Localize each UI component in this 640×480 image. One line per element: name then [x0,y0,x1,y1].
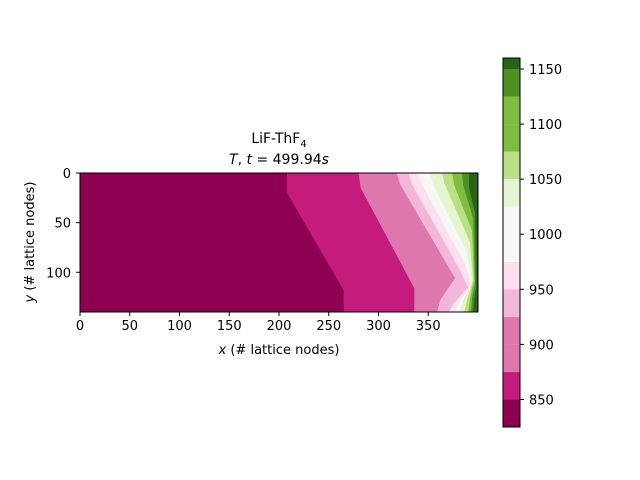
colorbar-tick-label: 1100 [529,118,562,133]
chart-title-line1: LiF-ThF4 [251,131,306,150]
x-tick-label: 150 [217,319,242,334]
x-tick-label: 200 [267,319,292,334]
x-tick-label: 0 [76,319,84,334]
contour-fill-layer [80,173,478,312]
colorbar-segment [503,399,520,427]
colorbar-tick-label: 1150 [529,63,562,78]
colorbar-segment [503,344,520,372]
contour-band-11 [474,173,478,312]
colorbar: 850 900 950 1000 1050 1100 1150 [502,57,562,428]
colorbar-segment [503,261,520,290]
colorbar-segment [503,316,520,345]
x-tick-label: 250 [316,319,341,334]
contour-band-10 [469,173,478,312]
colorbar-segment [503,69,520,97]
chart-title-line2: T, t = 499.94s [229,152,329,168]
y-axis: 0 50 100 [46,167,80,281]
colorbar-tick-label: 850 [529,393,554,408]
colorbar-segment [503,206,520,235]
x-tick-label: 100 [167,319,192,334]
x-axis-label: x (# lattice nodes) [218,343,340,358]
colorbar-segment [503,96,520,125]
colorbar-segment [503,124,520,152]
colorbar-segment [503,151,520,180]
colorbar-segment [503,234,520,262]
colorbar-tick-label: 950 [529,283,554,298]
colorbar-segment [503,289,520,317]
colorbar-tick-label: 1000 [529,228,562,243]
x-tick-label: 300 [366,319,391,334]
colorbar-segment [503,371,520,400]
colorbar-frame [502,57,521,428]
y-tick-label: 0 [63,167,71,182]
colorbar-segment [503,58,520,70]
colorbar-tick-label: 900 [529,338,554,353]
y-tick-label: 50 [54,217,71,232]
x-tick-label: 350 [416,319,441,334]
x-axis: 0 50 100 150 200 250 300 350 [76,312,441,334]
y-tick-label: 100 [46,266,71,281]
colorbar-tick-label: 1050 [529,173,562,188]
x-tick-label: 50 [121,319,138,334]
colorbar-segment [503,179,520,207]
y-axis-label: y (# lattice nodes) [23,182,38,304]
